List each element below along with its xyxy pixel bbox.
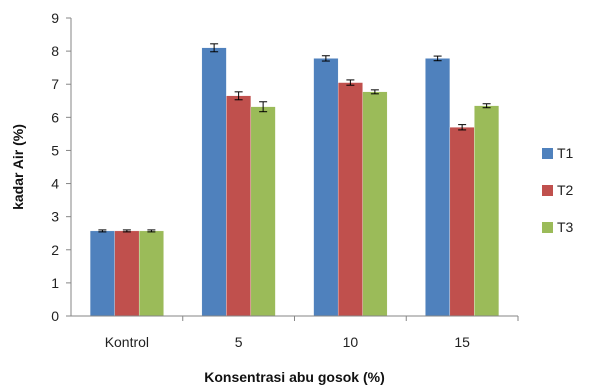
bar-t2-10	[337, 82, 363, 317]
bar-t3-kontrol	[138, 230, 164, 317]
legend-label-t2: T2	[557, 182, 574, 198]
legend-swatch-t2	[542, 185, 553, 196]
legend: T1 T2 T3	[542, 145, 574, 235]
bar-t1-15	[425, 58, 451, 317]
axes-group: 0 1 2 3 4 5 6 7 8 9 Kontrol 5 10 15	[51, 10, 519, 350]
y-tick-label: 7	[51, 76, 59, 92]
y-tick-label: 3	[51, 209, 59, 225]
x-tick-label: 10	[343, 334, 359, 350]
y-tick-label: 2	[51, 242, 59, 258]
x-tick-label: 15	[454, 334, 470, 350]
bar-t2-15	[449, 127, 475, 317]
y-tick-label: 1	[51, 275, 59, 291]
bar-t1-kontrol	[89, 230, 115, 317]
y-tick-label: 8	[51, 43, 59, 59]
y-axis-title: kadar Air (%)	[10, 124, 26, 210]
bar-t3-10	[362, 91, 388, 317]
y-tick-label: 9	[51, 10, 59, 26]
bar-t2-kontrol	[114, 230, 140, 317]
legend-label-t3: T3	[557, 219, 574, 235]
bar-t3-5	[250, 106, 276, 317]
x-tick-label: 5	[235, 334, 243, 350]
bar-t1-10	[313, 58, 339, 317]
y-tick-label: 0	[51, 308, 59, 324]
bars-group	[89, 43, 500, 317]
legend-swatch-t1	[542, 148, 553, 159]
y-tick-label: 5	[51, 142, 59, 158]
x-axis-title: Konsentrasi abu gosok (%)	[204, 369, 384, 385]
x-tick-label: Kontrol	[105, 334, 149, 350]
bar-t3-15	[474, 105, 500, 317]
legend-label-t1: T1	[557, 145, 574, 161]
y-tick-label: 6	[51, 109, 59, 125]
legend-swatch-t3	[542, 222, 553, 233]
bar-t1-5	[201, 47, 227, 317]
bar-t2-5	[226, 95, 252, 317]
y-tick-label: 4	[51, 176, 59, 192]
